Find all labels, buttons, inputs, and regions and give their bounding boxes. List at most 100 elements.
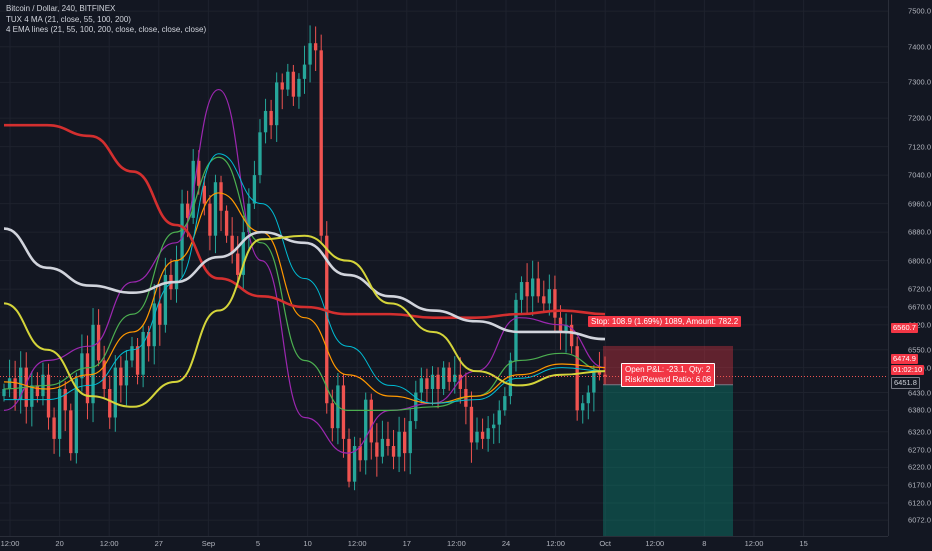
candle-body xyxy=(508,360,513,397)
symbol-title[interactable]: Bitcoin / Dollar, 240, BITFINEX xyxy=(6,4,116,13)
candle-body xyxy=(581,403,585,411)
candle-body xyxy=(525,282,529,297)
candle-body xyxy=(286,71,290,90)
candle-body xyxy=(185,203,190,218)
stop-price-tag: 6560.7 xyxy=(891,323,918,333)
time-tick-label: 12:00 xyxy=(645,539,665,548)
candle-body xyxy=(46,374,51,418)
time-tick-label: Sep xyxy=(201,539,216,548)
candle-body xyxy=(564,324,568,332)
time-tick-label: 12:00 xyxy=(744,539,764,548)
candle-body xyxy=(497,410,501,425)
candle-body xyxy=(197,160,201,186)
risk-reward-text: Risk/Reward Ratio: 6.08 xyxy=(625,375,712,384)
candle-body xyxy=(102,360,106,389)
indicator-tux-ma[interactable]: TUX 4 MA (21, close, 55, 100, 200) xyxy=(6,14,131,24)
price-tick-label: 7300.0 xyxy=(908,77,931,87)
candle-body xyxy=(486,428,490,439)
candle-body xyxy=(414,392,418,422)
candle-body xyxy=(7,378,12,389)
time-tick-label: 12:00 xyxy=(0,539,20,548)
candle-body xyxy=(74,378,79,454)
time-axis[interactable]: 12:00 20 12:00 27 Sep 5 10 12:00 17 12:00 24 12:00 O… xyxy=(0,536,888,551)
bar-countdown-tag: 01:02:10 xyxy=(891,365,925,375)
line-ma-55 xyxy=(3,234,606,408)
price-tick-label: 6620.0 xyxy=(908,320,931,330)
price-tick-label: 6170.0 xyxy=(908,480,931,490)
candle-body xyxy=(174,260,179,290)
price-tick-label: 6670.0 xyxy=(908,302,931,312)
candle-body xyxy=(180,203,184,261)
candle-body xyxy=(275,82,279,126)
candle-body xyxy=(280,82,284,90)
current-price-tag: 6474.9 xyxy=(891,354,918,364)
time-tick-label: 12:00 xyxy=(546,539,565,548)
candle-body xyxy=(547,289,552,304)
candle-body xyxy=(408,421,412,454)
candle-body xyxy=(308,43,312,65)
candle-body xyxy=(330,403,334,429)
stop-loss-label[interactable]: Stop: 108.9 (1.69%) 1089, Amount: 782.2 xyxy=(588,316,742,327)
candle-body xyxy=(475,431,479,443)
candle-body xyxy=(464,388,468,407)
candle-body xyxy=(230,235,234,254)
candle-body xyxy=(147,331,151,347)
candle-body xyxy=(130,346,134,361)
price-tick-label: 6720.0 xyxy=(908,284,931,294)
candle-body xyxy=(569,324,574,347)
price-tick-label: 6220.0 xyxy=(908,462,931,472)
candle-body xyxy=(124,360,129,386)
candle-body xyxy=(425,378,429,389)
candle-body xyxy=(158,303,162,325)
candle-body xyxy=(386,438,390,447)
candle-body xyxy=(202,185,207,204)
line-ma-200 xyxy=(4,123,606,319)
candle-body xyxy=(358,446,362,461)
time-tick-label: Oct xyxy=(599,539,612,548)
take-profit-zone xyxy=(603,384,733,536)
indicator-ema-lines[interactable]: 4 EMA lines (21, 55, 100, 200, close, cl… xyxy=(6,25,207,34)
candle-body xyxy=(113,367,117,418)
candle-body xyxy=(503,396,507,411)
candle-body xyxy=(380,438,385,457)
candle-body xyxy=(63,388,67,411)
price-tick-label: 7040.0 xyxy=(908,170,931,180)
time-tick-label: 12:00 xyxy=(347,539,367,548)
candle-body xyxy=(52,417,56,439)
price-axis[interactable]: 7500.0 7400.0 7300.0 7200.0 7120.0 7040.0 6960… xyxy=(888,0,932,536)
time-tick-label: 24 xyxy=(501,539,511,548)
price-tick-label: 7200.0 xyxy=(908,113,931,123)
price-tick-label: 6960.0 xyxy=(908,199,931,209)
candle-body xyxy=(163,274,168,325)
time-tick-label: 5 xyxy=(255,539,261,548)
time-tick-label: 17 xyxy=(402,539,411,548)
line-ema-21 xyxy=(3,88,606,454)
candle-body xyxy=(469,406,474,443)
candle-body xyxy=(492,424,496,429)
price-tick-label: 7120.0 xyxy=(908,142,931,152)
candle-body xyxy=(152,303,156,347)
candle-body xyxy=(597,371,602,375)
price-tick-label: 6430.0 xyxy=(908,388,931,398)
time-tick-label: 12:00 xyxy=(99,539,119,548)
candle-body xyxy=(514,299,518,361)
candle-body xyxy=(291,71,296,97)
time-tick-label: 20 xyxy=(55,539,64,548)
candle-body xyxy=(80,353,84,379)
candle-body xyxy=(2,388,6,397)
price-tick-label: 6270.0 xyxy=(908,445,931,455)
candle-body xyxy=(224,210,229,236)
candle-body xyxy=(341,385,346,439)
candle-body xyxy=(447,367,451,382)
time-tick-label: 8 xyxy=(702,539,707,548)
candle-body xyxy=(213,182,218,236)
candle-body xyxy=(375,442,379,457)
price-chart[interactable] xyxy=(0,0,888,536)
candle-body xyxy=(263,110,268,133)
open-pnl-label[interactable]: Open P&L: -23.1, Qty: 2 Risk/Reward Rati… xyxy=(621,363,716,387)
candle-body xyxy=(369,399,373,443)
line-ema-100 xyxy=(3,192,606,404)
candle-body xyxy=(575,346,579,411)
candle-body xyxy=(586,392,590,404)
